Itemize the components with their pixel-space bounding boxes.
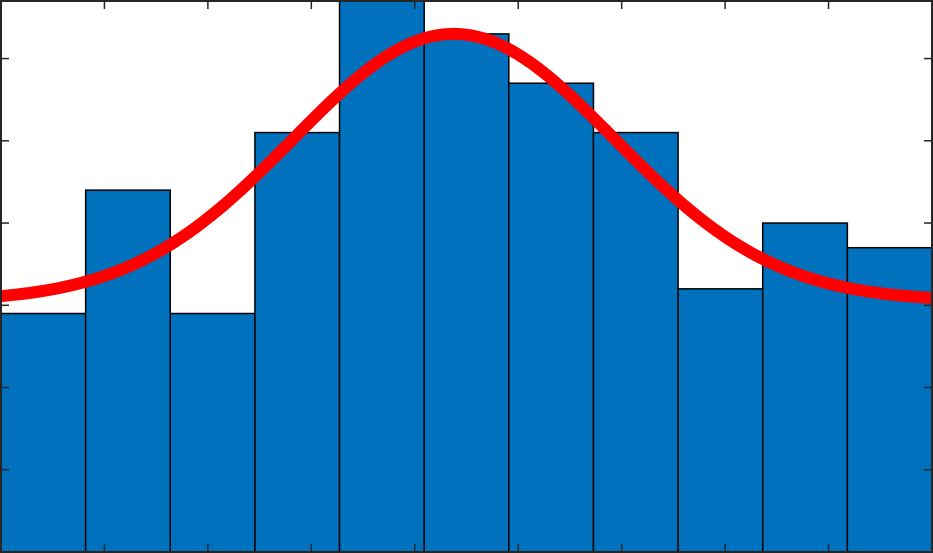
- histogram-bar: [423, 33, 510, 553]
- fit-curve: [0, 27, 933, 304]
- histogram-bar: [84, 189, 172, 553]
- histogram-bar: [592, 131, 679, 553]
- histogram-bar: [254, 131, 341, 553]
- histogram-bar: [677, 288, 764, 553]
- histogram-bar: [0, 312, 87, 553]
- histogram-bar: [169, 312, 256, 553]
- histogram-bar: [508, 82, 595, 553]
